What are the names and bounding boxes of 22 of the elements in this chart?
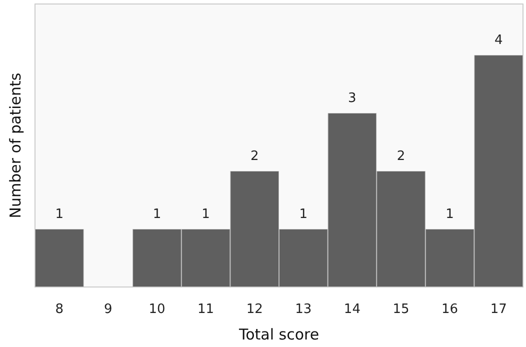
x-tick-label: 13 — [295, 302, 312, 317]
x-tick-label: 16 — [442, 302, 458, 317]
data-label: 3 — [348, 91, 356, 106]
data-label: 1 — [202, 207, 210, 222]
x-axis-title: Total score — [238, 326, 320, 344]
x-tick-label: 15 — [392, 302, 410, 317]
bar — [35, 229, 84, 287]
data-label: 1 — [152, 207, 162, 222]
x-tick-label: 9 — [104, 302, 112, 317]
data-label: 2 — [396, 149, 406, 164]
data-label: 4 — [494, 33, 503, 48]
y-axis-title: Number of patients — [6, 72, 24, 218]
data-label: 1 — [55, 207, 64, 222]
data-label: 2 — [250, 149, 259, 164]
x-tick-label: 14 — [344, 302, 360, 317]
x-tick-label: 12 — [246, 302, 263, 317]
data-label: 1 — [446, 207, 454, 222]
x-tick-label: 10 — [148, 302, 166, 317]
data-label: 1 — [299, 207, 308, 222]
x-tick-label: 8 — [55, 302, 64, 317]
x-tick-label: 11 — [198, 302, 214, 317]
x-tick-label: 17 — [490, 302, 507, 317]
